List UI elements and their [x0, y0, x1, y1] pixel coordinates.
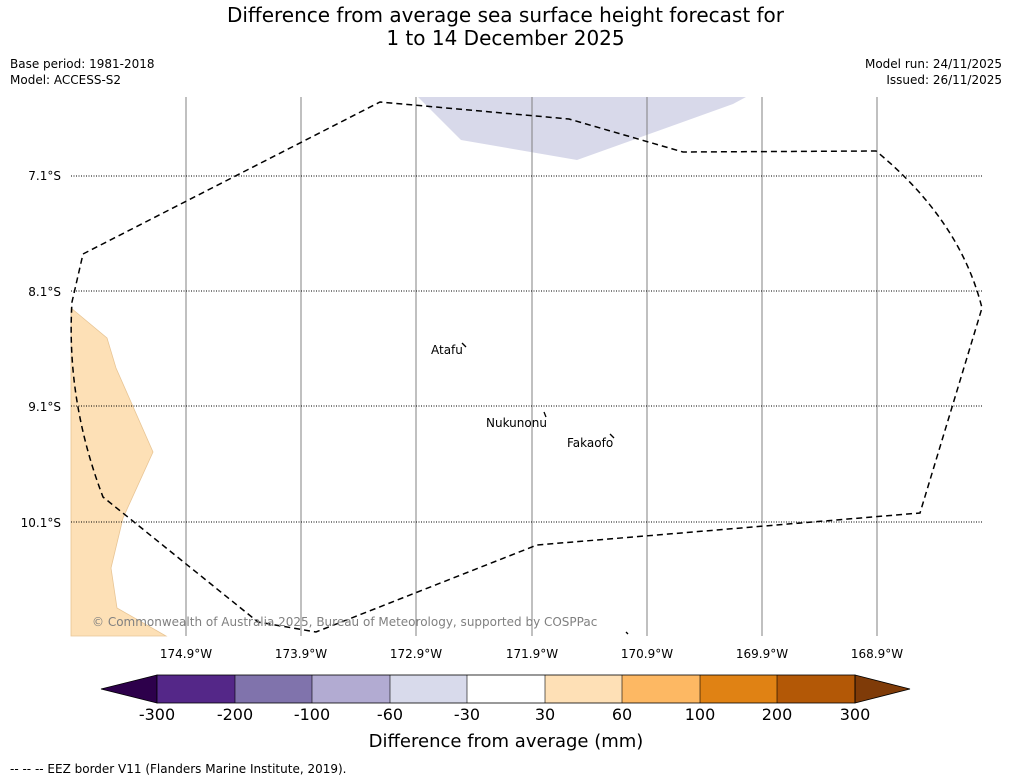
lon-label-174-9: 174.9°W [160, 647, 212, 661]
longitude-gridlines [185, 97, 878, 636]
colorbar-bin [312, 675, 390, 703]
chart-title: Difference from average sea surface heig… [0, 4, 1011, 50]
colorbar-tick: 60 [612, 705, 632, 724]
negative-anomaly-area [418, 97, 746, 160]
colorbar-extend-high [854, 674, 911, 704]
issued-date: Issued: 26/11/2025 [886, 73, 1002, 87]
title-line-1: Difference from average sea surface heig… [226, 3, 785, 27]
eez-legend-note: -- -- -- EEZ border V11 (Flanders Marine… [10, 762, 347, 776]
small-islet-shape [625, 631, 629, 635]
colorbar-bin [235, 675, 312, 703]
meta-left: Base period: 1981-2018 Model: ACCESS-S2 [10, 56, 155, 88]
colorbar-tick: -300 [139, 705, 175, 724]
colorbar-bin [777, 675, 855, 703]
colorbar-tick: 100 [685, 705, 716, 724]
colorbar-tick: -200 [217, 705, 253, 724]
place-nukunonu: Nukunonu [486, 416, 547, 430]
lon-label-170-9: 170.9°W [621, 647, 673, 661]
lat-label-10-1: 10.1°S [21, 516, 61, 530]
title-line-2: 1 to 14 December 2025 [386, 26, 625, 50]
copyright-notice: © Commonwealth of Australia 2025, Bureau… [92, 615, 597, 629]
positive-anomaly-area [70, 307, 168, 637]
lon-label-168-9: 168.9°W [851, 647, 903, 661]
nukunonu-atoll-shape [543, 411, 547, 418]
lon-label-172-9: 172.9°W [390, 647, 442, 661]
place-atafu: Atafu [431, 343, 463, 357]
colorbar-tick: 30 [535, 705, 555, 724]
colorbar-bin [390, 675, 467, 703]
model-run: Model run: 24/11/2025 [864, 57, 1002, 71]
colorbar-bin [467, 675, 545, 703]
meta-right: Model run: 24/11/2025 Issued: 26/11/2025 [865, 56, 1002, 88]
colorbar-bin [700, 675, 777, 703]
colorbar-bin [622, 675, 700, 703]
place-fakaofo: Fakaofo [567, 436, 613, 450]
fakaofo-atoll-shape [609, 433, 615, 439]
atafu-atoll-shape [461, 342, 467, 348]
colorbar-tick: 200 [762, 705, 793, 724]
colorbar-frame [156, 674, 856, 704]
lat-label-7-1: 7.1°S [28, 169, 61, 183]
colorbar-tick: 300 [840, 705, 871, 724]
lon-label-169-9: 169.9°W [736, 647, 788, 661]
colorbar-tick: -100 [294, 705, 330, 724]
model-name: Model: ACCESS-S2 [10, 73, 122, 87]
colorbar-extend-low [100, 674, 158, 704]
colorbar-bin [157, 675, 235, 703]
colorbar [100, 674, 911, 704]
colorbar-tick: -30 [454, 705, 480, 724]
lat-label-9-1: 9.1°S [28, 400, 61, 414]
lon-label-171-9: 171.9°W [506, 647, 558, 661]
base-period: Base period: 1981-2018 [10, 57, 155, 71]
latitude-gridlines [71, 175, 982, 523]
eez-border [70, 101, 983, 633]
lat-label-8-1: 8.1°S [28, 285, 61, 299]
colorbar-bin [545, 675, 622, 703]
lon-label-173-9: 173.9°W [275, 647, 327, 661]
colorbar-label: Difference from average (mm) [369, 731, 644, 752]
colorbar-tick: -60 [377, 705, 403, 724]
